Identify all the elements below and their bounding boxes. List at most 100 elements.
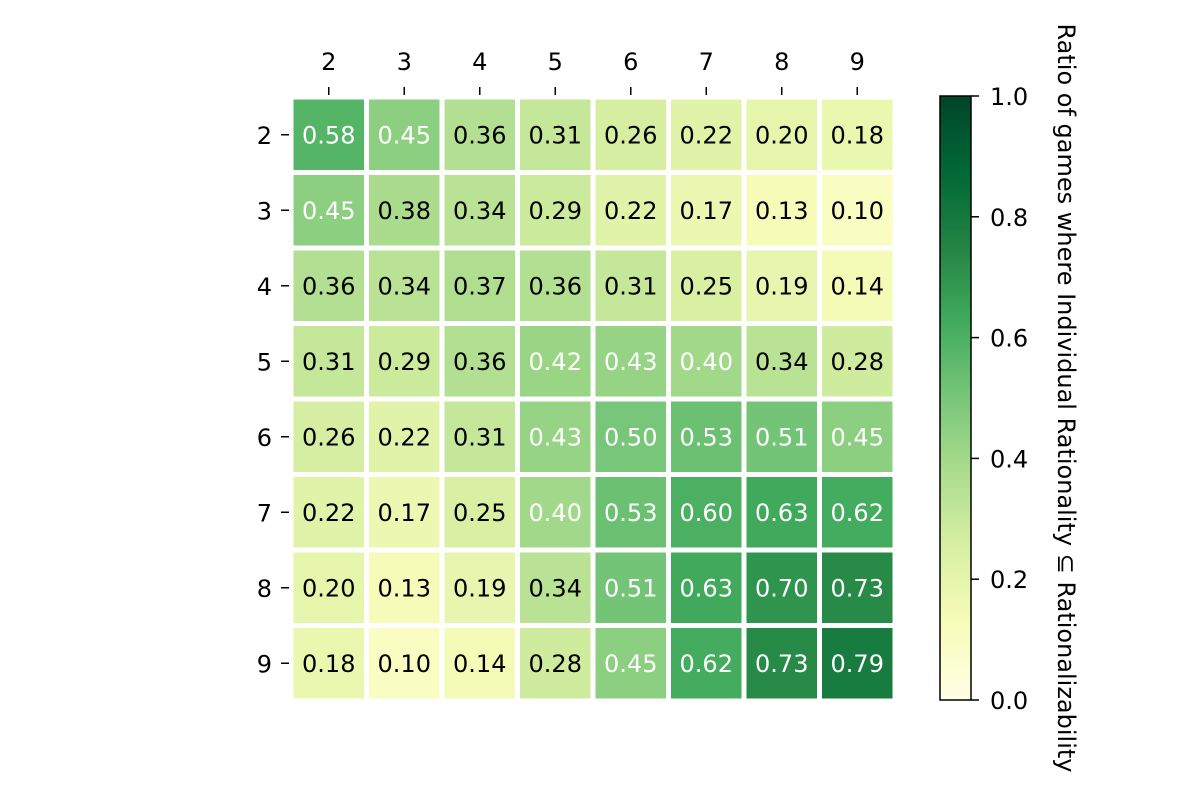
heatmap-cell (746, 552, 817, 623)
heatmap-cell (369, 326, 440, 397)
heatmap-cell (671, 326, 742, 397)
cell-value-label: 0.18 (831, 121, 884, 149)
heatmap-cell (520, 628, 591, 699)
heatmap-cell (520, 477, 591, 548)
y-axis-ticks: 2 3 4 5 6 7 8 9 (257, 122, 289, 678)
cell-value-label: 0.73 (831, 574, 884, 602)
heatmap-cell (671, 99, 742, 170)
cell-value-label: 0.53 (604, 499, 657, 527)
cell-value-label: 0.40 (529, 499, 582, 527)
x-tick-label: 2 (321, 48, 336, 76)
cell-value-label: 0.31 (302, 348, 355, 376)
x-tick-label: 9 (850, 48, 865, 76)
y-tick-label: 3 (257, 197, 272, 225)
cell-value-label: 0.31 (453, 423, 506, 451)
heatmap-cell (444, 552, 515, 623)
heatmap-cell (671, 175, 742, 246)
cell-value-label: 0.34 (453, 197, 506, 225)
cell-value-label: 0.20 (302, 574, 355, 602)
heatmap-cell (520, 326, 591, 397)
heatmap-cell (822, 552, 893, 623)
cell-value-label: 0.31 (604, 272, 657, 300)
y-tick-label: 7 (257, 499, 272, 527)
cell-value-label: 0.63 (755, 499, 808, 527)
cell-value-label: 0.25 (680, 272, 733, 300)
cell-value-label: 0.19 (755, 272, 808, 300)
y-tick-label: 9 (257, 650, 272, 678)
colorbar-tick-label: 0.4 (990, 445, 1028, 473)
heatmap-cell (444, 99, 515, 170)
heatmap-cell (293, 477, 364, 548)
cell-value-label: 0.43 (604, 348, 657, 376)
cell-value-label: 0.29 (529, 197, 582, 225)
cell-value-label: 0.70 (755, 574, 808, 602)
cell-value-label: 0.22 (302, 499, 355, 527)
heatmap-cell (369, 401, 440, 472)
cell-value-label: 0.14 (831, 272, 884, 300)
heatmap-cell (746, 477, 817, 548)
colorbar: 0.0 0.2 0.4 0.6 0.8 1.0 Ratio of games where I… (939, 24, 1080, 773)
y-tick-label: 4 (257, 273, 272, 301)
cell-value-label: 0.79 (831, 650, 884, 678)
heatmap-cell (444, 477, 515, 548)
heatmap-cell (444, 628, 515, 699)
heatmap-cell (595, 326, 666, 397)
cell-value-label: 0.37 (453, 272, 506, 300)
heatmap-cell (671, 628, 742, 699)
cell-value-label: 0.13 (755, 197, 808, 225)
y-tick-label: 2 (257, 122, 272, 150)
heatmap-cell (671, 401, 742, 472)
heatmap-cell (595, 628, 666, 699)
y-tick-label: 8 (257, 575, 272, 603)
heatmap-cell (671, 552, 742, 623)
heatmap-cell (822, 477, 893, 548)
heatmap-cell (595, 552, 666, 623)
heatmap-cell (746, 401, 817, 472)
heatmap-cell (595, 401, 666, 472)
cell-value-label: 0.31 (529, 121, 582, 149)
heatmap-cell (822, 99, 893, 170)
cell-value-label: 0.42 (529, 348, 582, 376)
cell-value-label: 0.22 (604, 197, 657, 225)
y-tick-label: 6 (257, 424, 272, 452)
cell-value-label: 0.25 (453, 499, 506, 527)
cell-value-label: 0.53 (680, 423, 733, 451)
heatmap-cell (595, 477, 666, 548)
x-tick-label: 4 (472, 48, 487, 76)
heatmap-cell (369, 175, 440, 246)
heatmap-cell (444, 175, 515, 246)
heatmap-cell (293, 250, 364, 321)
heatmap-cell (746, 628, 817, 699)
colorbar-gradient (939, 95, 972, 701)
cell-value-label: 0.43 (529, 423, 582, 451)
cell-value-label: 0.28 (529, 650, 582, 678)
heatmap-cell (822, 628, 893, 699)
cell-value-label: 0.40 (680, 348, 733, 376)
heatmap-cell (293, 401, 364, 472)
heatmap-cell (822, 250, 893, 321)
cell-value-label: 0.14 (453, 650, 506, 678)
heatmap-cell (671, 250, 742, 321)
cell-value-label: 0.73 (755, 650, 808, 678)
x-tick-label: 6 (623, 48, 638, 76)
heatmap-cell (746, 99, 817, 170)
x-axis-ticks: 2 3 4 5 6 7 8 9 (321, 48, 865, 95)
cell-value-label: 0.45 (831, 423, 884, 451)
heatmap-cell (746, 175, 817, 246)
heatmap-cell (520, 99, 591, 170)
heatmap-cell (520, 175, 591, 246)
x-tick-label: 8 (774, 48, 789, 76)
heatmap-cell (746, 326, 817, 397)
cell-value-label: 0.13 (378, 574, 431, 602)
heatmap-cell (595, 175, 666, 246)
cell-value-label: 0.26 (302, 423, 355, 451)
cell-value-label: 0.10 (831, 197, 884, 225)
cell-value-label: 0.36 (302, 272, 355, 300)
cell-value-label: 0.34 (378, 272, 431, 300)
colorbar-axis-label: Ratio of games where Individual Rational… (1052, 24, 1080, 773)
heatmap-cell (369, 628, 440, 699)
heatmap-cell (520, 250, 591, 321)
cell-value-label: 0.19 (453, 574, 506, 602)
y-tick-label: 5 (257, 348, 272, 376)
